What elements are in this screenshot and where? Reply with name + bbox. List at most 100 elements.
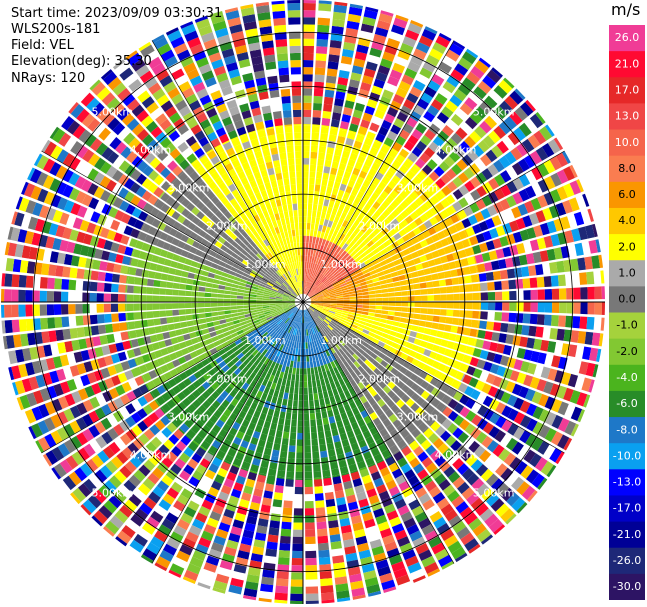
velocity-gate — [166, 251, 175, 260]
velocity-gate — [375, 330, 384, 337]
velocity-gate — [283, 372, 288, 380]
velocity-gate — [245, 266, 253, 273]
noise-gate — [113, 397, 125, 409]
velocity-gate — [317, 431, 325, 439]
velocity-gate — [289, 296, 296, 300]
noise-gate — [482, 181, 494, 194]
velocity-gate — [263, 289, 271, 294]
noise-gate — [82, 413, 94, 427]
velocity-gate — [167, 410, 177, 420]
velocity-gate — [182, 377, 192, 387]
velocity-gate — [199, 367, 208, 376]
velocity-gate — [451, 277, 459, 285]
noise-gate — [498, 121, 512, 135]
velocity-gate — [196, 201, 205, 210]
velocity-gate — [344, 245, 352, 253]
noise-gate — [196, 88, 209, 100]
noise-gate — [165, 512, 179, 524]
velocity-gate — [386, 213, 395, 223]
velocity-gate — [206, 255, 215, 262]
noise-gate — [145, 441, 158, 454]
velocity-gate — [361, 143, 371, 153]
velocity-gate — [305, 287, 308, 295]
velocity-gate — [275, 370, 281, 378]
noise-gate — [198, 25, 213, 37]
noise-gate — [407, 475, 420, 486]
noise-gate — [130, 412, 142, 424]
noise-gate — [465, 398, 476, 409]
velocity-gate — [339, 329, 347, 336]
velocity-gate — [244, 329, 252, 336]
noise-gate — [527, 490, 538, 502]
velocity-gate — [141, 242, 150, 252]
noise-gate — [188, 476, 200, 487]
velocity-gate — [228, 153, 238, 163]
velocity-gate — [233, 367, 242, 376]
velocity-gate — [165, 296, 173, 302]
velocity-gate — [160, 203, 170, 213]
noise-gate — [453, 390, 464, 402]
velocity-gate — [369, 411, 378, 421]
velocity-gate — [187, 345, 196, 353]
noise-gate — [402, 549, 416, 561]
velocity-gate — [318, 437, 326, 446]
velocity-gate — [412, 227, 422, 236]
noise-gate — [198, 537, 212, 548]
velocity-gate — [257, 418, 265, 427]
noise-gate — [119, 433, 132, 446]
noise-gate — [117, 351, 127, 362]
velocity-gate — [327, 348, 333, 356]
noise-gate — [4, 289, 12, 302]
velocity-gate — [191, 216, 201, 225]
noise-gate — [63, 423, 75, 438]
noise-gate — [160, 100, 174, 112]
velocity-gate — [334, 314, 341, 319]
noise-gate — [529, 150, 543, 165]
velocity-gate — [249, 302, 257, 305]
velocity-gate — [220, 256, 229, 264]
velocity-gate — [270, 455, 279, 464]
noise-gate — [191, 518, 205, 530]
noise-gate — [207, 486, 220, 498]
velocity-gate — [308, 387, 313, 395]
velocity-gate — [290, 320, 295, 328]
noise-gate — [108, 441, 121, 455]
velocity-gate — [241, 461, 251, 470]
velocity-gate — [189, 351, 198, 359]
noise-gate — [407, 152, 419, 163]
velocity-gate — [224, 177, 234, 187]
velocity-gate — [362, 351, 370, 359]
noise-gate — [239, 543, 252, 553]
noise-gate — [361, 563, 375, 573]
velocity-gate — [285, 289, 292, 295]
velocity-gate — [472, 302, 480, 310]
noise-gate — [395, 574, 411, 586]
velocity-gate — [232, 220, 241, 229]
velocity-gate — [197, 302, 205, 308]
velocity-gate — [294, 328, 298, 336]
velocity-gate — [283, 258, 289, 266]
velocity-gate — [415, 263, 424, 271]
velocity-gate — [236, 342, 245, 349]
velocity-gate — [223, 294, 231, 299]
velocity-gate — [320, 126, 329, 134]
velocity-gate — [211, 390, 220, 400]
velocity-gate — [296, 368, 300, 375]
velocity-gate — [280, 314, 287, 320]
noise-gate — [394, 498, 407, 510]
noise-gate — [526, 418, 538, 432]
noise-gate — [420, 439, 432, 451]
velocity-gate — [387, 335, 396, 342]
noise-gate — [545, 412, 557, 426]
velocity-gate — [348, 194, 356, 203]
noise-gate — [587, 302, 595, 315]
noise-gate — [378, 490, 390, 501]
velocity-gate — [288, 304, 296, 307]
velocity-gate — [352, 343, 360, 351]
noise-gate — [376, 460, 388, 471]
velocity-gate — [308, 393, 314, 401]
noise-gate — [39, 388, 51, 402]
noise-gate — [382, 51, 396, 62]
velocity-gate — [210, 307, 218, 312]
velocity-gate — [300, 309, 302, 317]
